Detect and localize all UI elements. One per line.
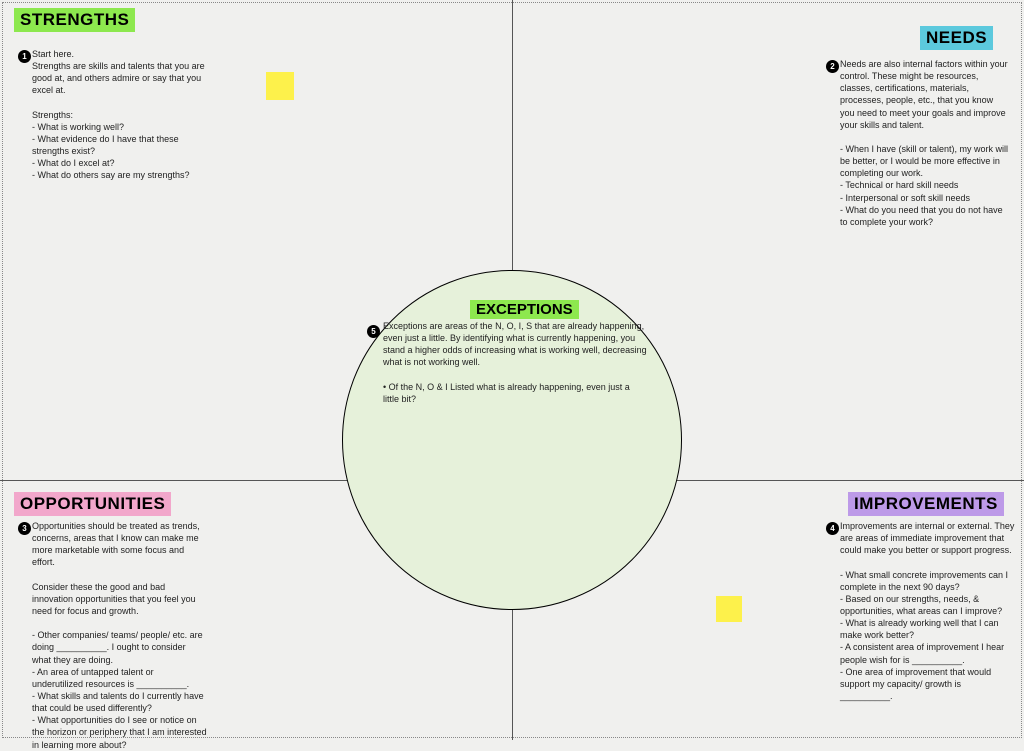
strengths-body: Start here. Strengths are skills and tal… bbox=[32, 48, 212, 182]
strengths-badge: 1 bbox=[18, 50, 31, 63]
strengths-title: STRENGTHS bbox=[14, 8, 135, 32]
opportunities-badge: 3 bbox=[18, 522, 31, 535]
opportunities-title: OPPORTUNITIES bbox=[14, 492, 171, 516]
improvements-title: IMPROVEMENTS bbox=[848, 492, 1004, 516]
opportunities-body: Opportunities should be treated as trend… bbox=[32, 520, 207, 751]
needs-body: Needs are also internal factors within y… bbox=[840, 58, 1010, 228]
exceptions-badge: 5 bbox=[367, 325, 380, 338]
improvements-body: Improvements are internal or external. T… bbox=[840, 520, 1015, 702]
sticky-note[interactable] bbox=[716, 596, 742, 622]
sticky-note[interactable] bbox=[266, 72, 294, 100]
improvements-badge: 4 bbox=[826, 522, 839, 535]
exceptions-title: EXCEPTIONS bbox=[470, 300, 579, 319]
exceptions-body: Exceptions are areas of the N, O, I, S t… bbox=[383, 320, 648, 405]
diagram-canvas: STRENGTHS 1 Start here. Strengths are sk… bbox=[0, 0, 1024, 740]
needs-badge: 2 bbox=[826, 60, 839, 73]
needs-title: NEEDS bbox=[920, 26, 993, 50]
